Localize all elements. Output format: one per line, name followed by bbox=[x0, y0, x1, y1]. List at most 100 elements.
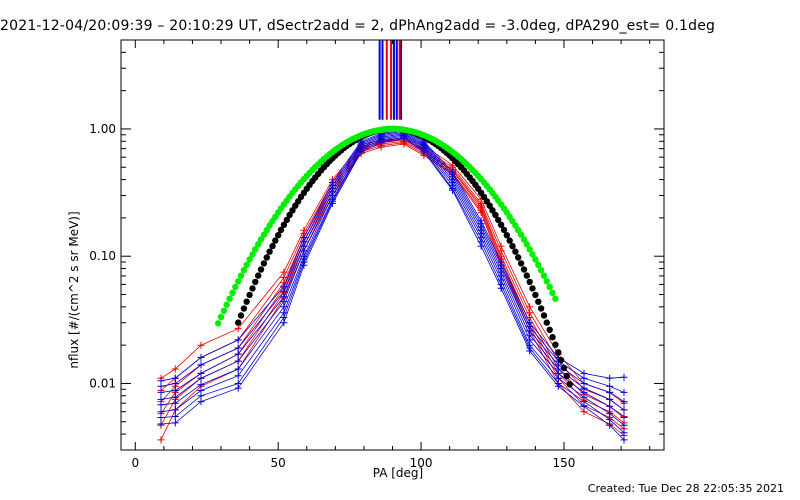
fit-point bbox=[557, 356, 565, 364]
data-point bbox=[157, 401, 165, 409]
data-point bbox=[171, 419, 179, 427]
fit-point bbox=[520, 266, 528, 273]
fit-point bbox=[220, 307, 228, 314]
fit-point bbox=[252, 246, 259, 253]
fit-point bbox=[535, 298, 542, 305]
fit-point bbox=[289, 207, 296, 214]
data-point bbox=[171, 387, 179, 394]
fit-point bbox=[500, 226, 508, 234]
fit-point bbox=[546, 326, 553, 333]
fit-point bbox=[512, 222, 519, 229]
fit-point bbox=[260, 260, 268, 267]
data-point bbox=[234, 372, 242, 380]
data-point bbox=[280, 303, 288, 311]
fit-point bbox=[529, 285, 536, 292]
fit-point bbox=[540, 272, 548, 279]
data-point bbox=[171, 380, 179, 387]
x-tick-label: 50 bbox=[271, 456, 286, 470]
data-point bbox=[197, 398, 205, 406]
data-point bbox=[606, 395, 614, 403]
data-point bbox=[420, 148, 428, 156]
data-point bbox=[477, 209, 485, 217]
fit-point bbox=[532, 256, 539, 263]
x-tick-label: 100 bbox=[410, 456, 433, 470]
fit-point bbox=[240, 305, 248, 312]
data-point bbox=[400, 135, 408, 143]
data-point bbox=[197, 381, 205, 389]
data-point bbox=[171, 365, 179, 373]
fit-point bbox=[517, 231, 525, 238]
fit-point bbox=[543, 278, 550, 285]
series-line bbox=[160, 140, 625, 424]
fit-point bbox=[506, 237, 513, 244]
fit-point bbox=[537, 267, 545, 274]
fit-point bbox=[277, 226, 285, 234]
fit-point bbox=[252, 278, 259, 286]
vertical-markers-group bbox=[378, 40, 403, 120]
fit-point bbox=[560, 364, 568, 372]
series-lines-group bbox=[160, 129, 625, 441]
data-point bbox=[157, 414, 165, 421]
data-point bbox=[526, 303, 534, 311]
fit-point bbox=[509, 242, 516, 250]
fit-point bbox=[546, 283, 553, 291]
data-point bbox=[620, 388, 628, 396]
data-point bbox=[497, 284, 505, 292]
fit-point bbox=[549, 334, 556, 341]
fit-point bbox=[243, 261, 250, 268]
data-point bbox=[157, 420, 165, 428]
data-point bbox=[280, 319, 288, 327]
fit-point bbox=[263, 226, 270, 234]
fit-point bbox=[217, 313, 225, 321]
fit-point bbox=[235, 278, 242, 285]
fit-point bbox=[523, 272, 530, 279]
fit-point bbox=[529, 251, 536, 258]
data-point bbox=[620, 436, 628, 444]
fit-point bbox=[552, 295, 559, 302]
data-point bbox=[606, 382, 614, 390]
fit-point bbox=[263, 254, 270, 261]
fit-point bbox=[563, 372, 570, 380]
series-line bbox=[160, 136, 625, 433]
data-point bbox=[157, 382, 165, 390]
data-point bbox=[197, 354, 205, 361]
data-point bbox=[620, 429, 628, 437]
data-point bbox=[171, 406, 179, 414]
fit-point bbox=[243, 298, 250, 305]
fit-point bbox=[240, 267, 248, 274]
fit-point bbox=[255, 272, 262, 279]
data-point bbox=[197, 341, 205, 349]
series-line bbox=[160, 139, 625, 417]
x-axis-label: PA [deg] bbox=[372, 466, 424, 480]
data-point bbox=[606, 388, 614, 396]
data-point bbox=[234, 350, 242, 358]
fit-point bbox=[255, 241, 262, 248]
data-point bbox=[580, 402, 588, 410]
y-tick-label: 1.00 bbox=[89, 122, 116, 136]
data-point bbox=[157, 388, 165, 396]
fit-point bbox=[229, 289, 236, 296]
data-point bbox=[620, 421, 628, 429]
data-point bbox=[554, 382, 562, 390]
fit-point bbox=[552, 341, 559, 348]
fit-point bbox=[543, 319, 550, 326]
data-point bbox=[606, 374, 614, 382]
fit-point bbox=[246, 256, 253, 263]
fit-point bbox=[512, 248, 519, 255]
data-point bbox=[329, 199, 336, 207]
fit-point bbox=[520, 236, 528, 243]
data-point bbox=[197, 361, 205, 369]
fit-point bbox=[540, 312, 548, 319]
data-point bbox=[606, 402, 614, 410]
fit-point bbox=[237, 272, 245, 279]
data-point bbox=[234, 365, 242, 373]
fit-point bbox=[555, 349, 562, 356]
fit-point bbox=[503, 232, 510, 239]
series-markers-group bbox=[157, 126, 628, 444]
data-point bbox=[620, 398, 628, 406]
data-point bbox=[157, 436, 165, 444]
data-point bbox=[234, 357, 242, 365]
fit-point bbox=[275, 232, 282, 239]
fit-point bbox=[272, 237, 279, 244]
data-point bbox=[377, 139, 385, 147]
